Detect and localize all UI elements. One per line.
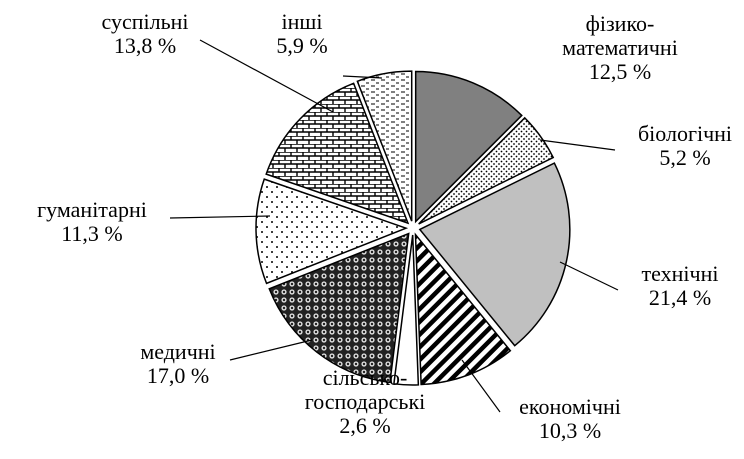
category-label: медичні [140,339,216,364]
slice-label: суспільні 13,8 % [101,10,188,58]
category-label: суспільні [101,9,189,34]
leader-line [461,359,501,413]
value-label: 11,3 % [61,221,123,246]
value-label: 5,9 % [276,33,328,58]
pie-slice [393,234,420,386]
value-label: 5,2 % [659,145,711,170]
leader-line [559,261,619,291]
category-label: сільсько- господарські [304,365,426,414]
category-label: біологічні [637,121,733,146]
pie-slice [418,116,555,225]
value-label: 10,3 % [538,418,602,443]
leader-line [169,215,271,219]
pie-slice [356,70,413,222]
category-label: інші [281,9,323,34]
leader-line [539,139,616,151]
value-label: 2,6 % [339,413,391,438]
slices [255,70,571,386]
leader-line [342,75,383,79]
slice-label: медичні 17,0 % [140,340,215,388]
leader-line [229,339,313,361]
leader-lines [169,39,619,413]
pie-slice [265,82,410,225]
slice-label: гуманітарні 11,3 % [37,198,147,246]
value-label: 21,4 % [648,285,712,310]
pie-slice [268,232,410,384]
pie-slice [414,232,512,386]
value-label: 13,8 % [113,33,177,58]
category-label: фізико- математичні [562,11,678,60]
pie-slice [414,70,523,224]
slice-label: сільсько- господарські 2,6 % [305,366,425,438]
pie-slice [418,162,571,347]
value-label: 17,0 % [146,363,210,388]
category-label: економічні [519,394,621,419]
slice-label: економічні 10,3 % [519,395,621,443]
slice-label: інші 5,9 % [276,10,327,58]
slice-label: фізико- математичні 12,5 % [562,12,678,84]
leader-line [199,39,334,113]
slice-label: біологічні 5,2 % [638,122,732,170]
category-label: технічні [641,261,719,286]
category-label: гуманітарні [37,197,147,222]
value-label: 12,5 % [588,59,652,84]
slice-label: технічні 21,4 % [642,262,719,310]
pie-slice [255,178,409,285]
